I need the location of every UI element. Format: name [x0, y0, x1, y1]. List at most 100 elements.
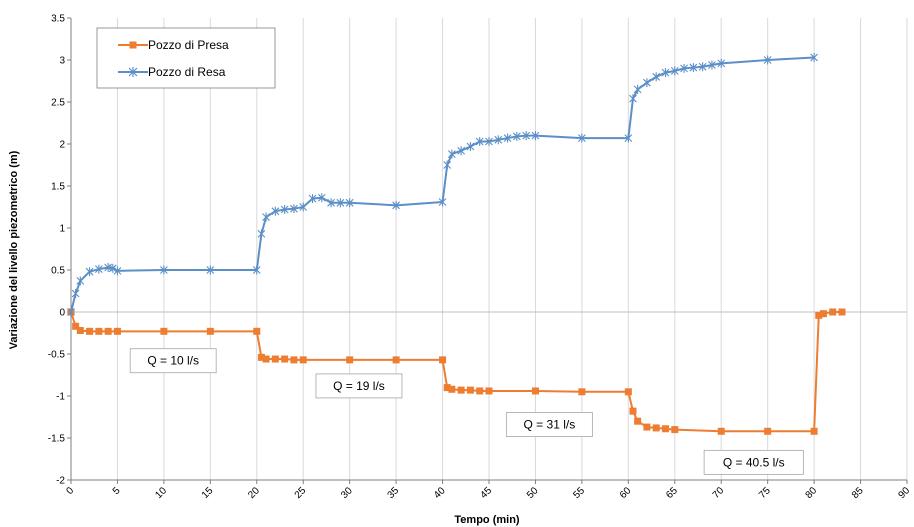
data-point [271, 355, 279, 363]
data-point [262, 212, 270, 222]
y-tick-label: 1.5 [51, 182, 65, 193]
data-point [670, 66, 679, 76]
data-point [336, 198, 345, 208]
x-tick-label: 75 [757, 485, 773, 501]
flow-annotation: Q = 31 l/s [505, 412, 593, 437]
legend-marker-presa [129, 41, 137, 49]
y-axis-ticks: -2 -1.5 -1 -0.5 0 0.5 1 1.5 2 2.5 3 3.5 [48, 14, 71, 487]
annotation-text: Q = 19 l/s [333, 379, 385, 393]
data-point [457, 146, 466, 156]
data-point [94, 264, 103, 274]
y-tick-label: 3 [59, 56, 65, 67]
data-point [317, 193, 326, 203]
x-tick-label: 80 [804, 485, 820, 501]
data-point [717, 427, 725, 435]
data-point [629, 94, 637, 104]
data-point [257, 229, 266, 239]
data-point [629, 407, 637, 415]
y-axis-title: Variazione del livello piezometrico (m) [8, 150, 20, 349]
data-point [448, 385, 456, 393]
flow-annotation: Q = 19 l/s [315, 373, 403, 399]
data-point [95, 327, 103, 335]
data-point [438, 197, 447, 207]
data-point [71, 289, 80, 299]
series-layer [67, 52, 846, 435]
data-point [392, 356, 400, 364]
data-point [522, 131, 531, 141]
gridlines [70, 18, 908, 481]
x-tick-label: 30 [339, 485, 355, 501]
data-point [764, 427, 772, 435]
x-tick-label: 50 [525, 485, 541, 501]
data-point [838, 308, 846, 316]
data-point [253, 327, 261, 335]
legend: Pozzo di Presa Pozzo di Resa [96, 27, 276, 89]
x-tick-label: 70 [711, 485, 727, 501]
data-point [76, 326, 84, 334]
annotation-box [505, 412, 593, 437]
data-point [503, 133, 512, 143]
data-point [815, 311, 823, 319]
data-point [159, 265, 168, 275]
y-tick-label: -0.5 [48, 350, 66, 361]
data-point [652, 72, 661, 82]
x-tick-label: 15 [200, 485, 216, 501]
annotation-text: Q = 10 l/s [147, 354, 199, 368]
y-tick-label: 2.5 [51, 98, 65, 109]
data-point [485, 136, 493, 146]
x-tick-label: 45 [478, 485, 494, 501]
data-point [643, 78, 651, 88]
data-point [257, 353, 265, 361]
data-point [67, 307, 75, 317]
data-point [346, 356, 354, 364]
data-point [671, 426, 679, 434]
x-tick-label: 10 [153, 485, 169, 501]
x-tick-label: 85 [850, 485, 866, 501]
flow-annotation: Q = 40.5 l/s [703, 449, 804, 475]
x-tick-label: 0 [64, 485, 76, 497]
data-point [262, 355, 270, 363]
data-point [717, 58, 726, 68]
data-point [466, 386, 474, 394]
data-point [457, 386, 465, 394]
data-point [104, 327, 112, 335]
legend-marker-resa [128, 67, 138, 77]
data-point [512, 131, 521, 141]
x-tick-label: 5 [111, 485, 123, 497]
y-tick-label: 1 [59, 224, 65, 235]
data-point [680, 63, 688, 73]
data-point [661, 68, 670, 78]
x-tick-label: 25 [293, 485, 309, 501]
data-point [531, 131, 540, 141]
data-point [206, 327, 214, 335]
data-point [810, 427, 818, 435]
data-point [443, 160, 452, 170]
data-point [327, 198, 335, 208]
data-point [531, 387, 539, 395]
data-point [624, 133, 633, 143]
legend-label-resa: Pozzo di Resa [148, 65, 226, 79]
data-point [299, 356, 307, 364]
annotation-box [703, 449, 804, 475]
x-tick-label: 65 [664, 485, 680, 501]
series-line [70, 56, 815, 313]
y-tick-label: 3.5 [51, 14, 65, 25]
y-tick-label: -1 [56, 392, 65, 403]
data-point [86, 327, 94, 335]
data-point [810, 52, 818, 62]
data-point [85, 267, 94, 277]
data-point [76, 276, 85, 286]
data-point [108, 263, 117, 273]
data-point [345, 198, 354, 208]
data-point [443, 384, 451, 392]
annotation-text: Q = 40.5 l/s [723, 455, 785, 469]
data-point [299, 202, 308, 212]
annotation-box [315, 373, 403, 399]
data-point [160, 327, 168, 335]
data-point [689, 63, 698, 73]
data-point [392, 200, 401, 210]
legend-box [96, 27, 276, 89]
data-point [578, 133, 586, 143]
y-tick-label: 0 [59, 308, 65, 319]
